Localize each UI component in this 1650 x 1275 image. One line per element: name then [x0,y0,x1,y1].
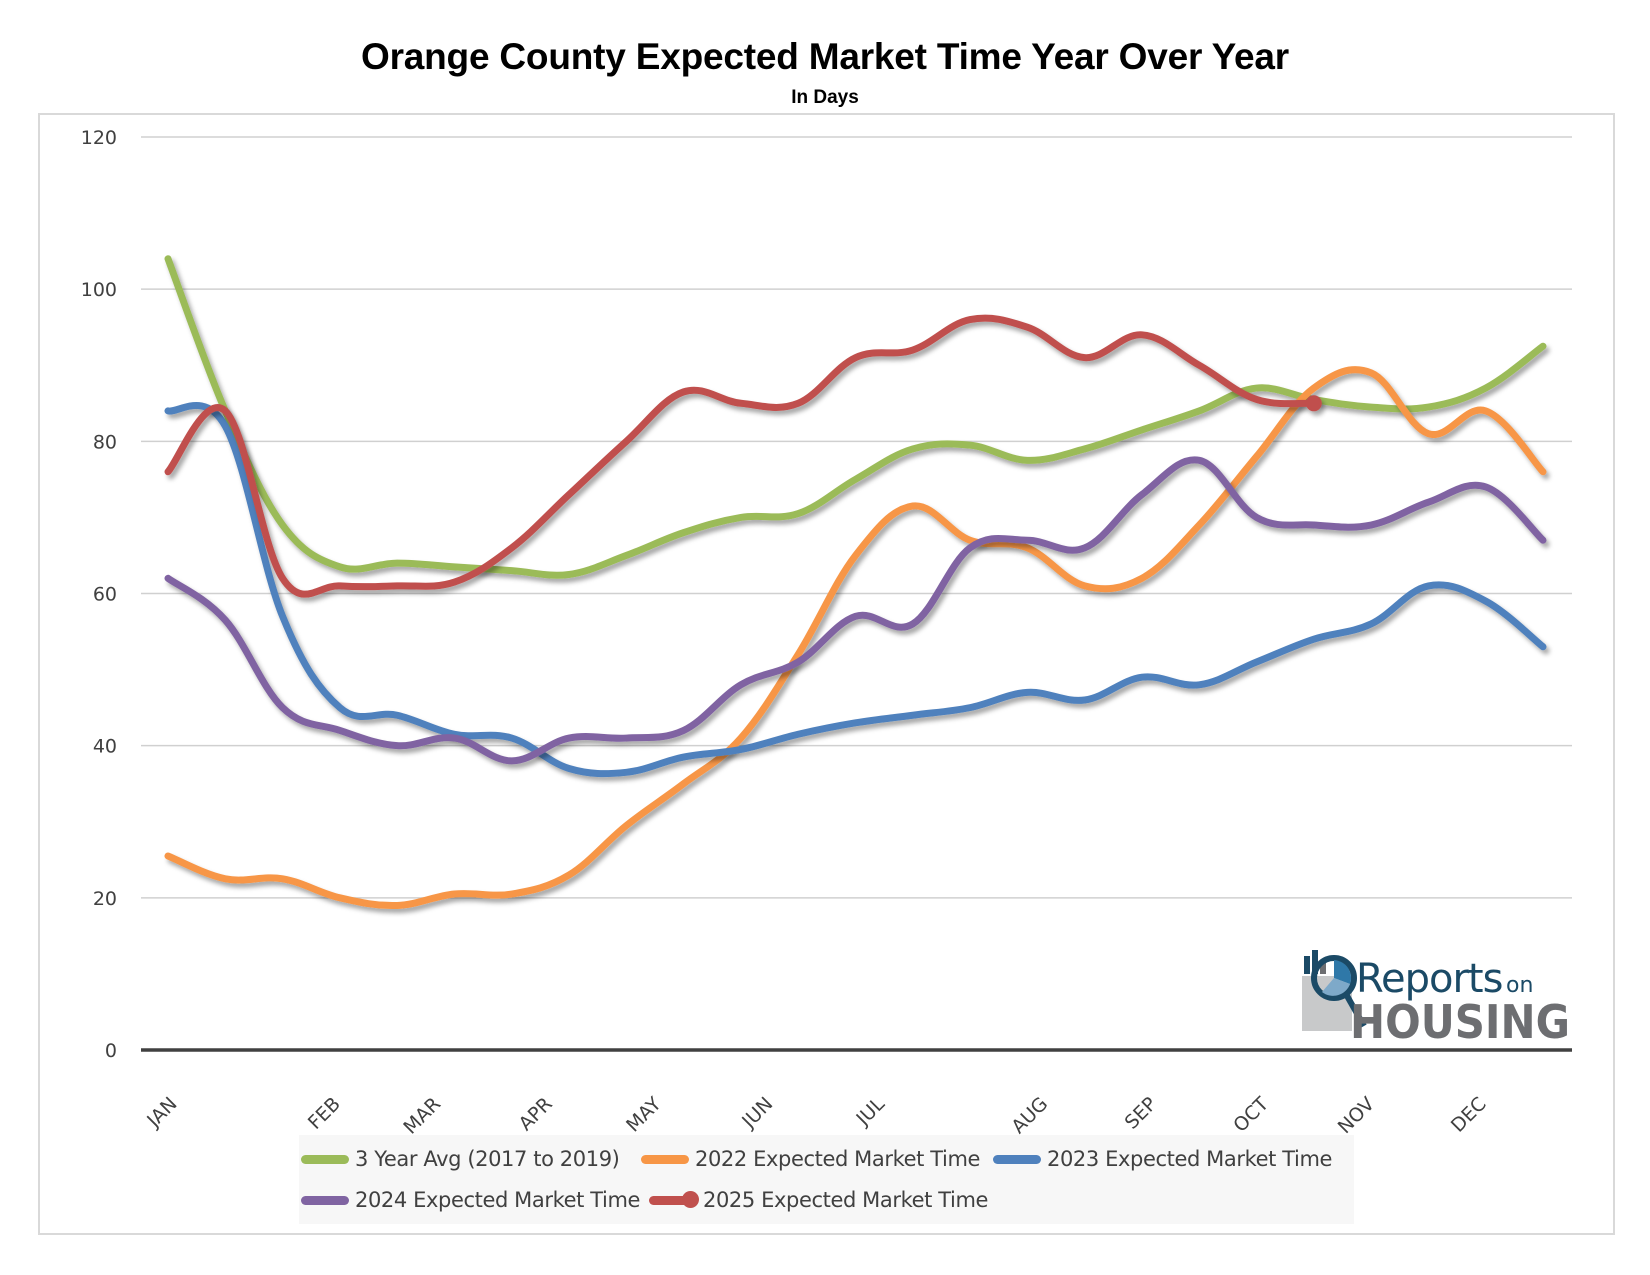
legend-label: 2024 Expected Market Time [355,1188,641,1212]
chart-title: Orange County Expected Market Time Year … [361,36,1289,77]
legend-label: 3 Year Avg (2017 to 2019) [355,1147,620,1171]
series-line [164,456,1547,765]
magnifier-icon [1311,955,1357,1001]
series-1 [164,366,1547,910]
series-end-marker [1305,395,1322,412]
logo-text-reports: Reports [1356,956,1502,1002]
y-tick-label: 60 [93,584,117,606]
series-lines [164,255,1547,910]
chart-subtitle: In Days [791,87,859,108]
chart-legend: 3 Year Avg (2017 to 2019) 2022 Expected M… [299,1135,1354,1224]
legend-marker-icon [682,1190,699,1208]
legend-label: 2025 Expected Market Time [703,1188,989,1212]
series-line [164,366,1547,910]
legend-swatch-icon [301,1154,349,1164]
logo-pie-slice [1334,960,1352,984]
legend-swatch-icon [641,1154,689,1164]
x-tick-label: MAR [399,1093,445,1139]
x-tick-label: FEB [304,1093,345,1134]
magnifier-handle [1343,992,1367,1028]
x-tick-label: NOV [1334,1093,1379,1138]
y-tick-label: 80 [93,431,117,453]
logo-bar [1312,950,1318,974]
series-line [164,402,1547,778]
logo-bar [1304,956,1310,974]
series-line [164,314,1318,598]
x-tick-label: APR [515,1093,557,1135]
legend-item: 2022 Expected Market Time [641,1147,980,1171]
chart-frame [38,113,1615,1235]
x-tick-label: JAN [142,1093,181,1132]
y-tick-label: 120 [81,127,117,149]
reports-on-housing-logo: Reports on HOUSING [1302,946,1572,1049]
y-tick-label: 20 [93,888,117,910]
y-tick-label: 40 [93,736,117,758]
x-tick-label: JUL [852,1093,890,1131]
legend-label: 2023 Expected Market Time [1047,1147,1333,1171]
legend-swatch-icon [649,1190,699,1208]
x-tick-label: AUG [1007,1093,1052,1138]
legend-swatch-icon [993,1154,1041,1164]
logo-bar [1320,960,1326,974]
x-tick-label: SEP [1121,1093,1162,1134]
legend-item: 2024 Expected Market Time [301,1188,640,1212]
x-tick-label: DEC [1447,1093,1491,1137]
series-4 [164,314,1322,598]
legend-swatch-icon [301,1195,349,1205]
x-tick-label: MAY [622,1093,666,1137]
series-3 [164,456,1547,765]
gridlines [141,136,1572,899]
logo-pie-slice [1322,978,1350,996]
y-axis-ticks: 0 20 40 60 80 100 120 [81,127,117,1062]
x-tick-label: JUN [737,1093,777,1133]
series-2 [164,402,1547,778]
logo-text-on: on [1506,973,1533,998]
x-axis-ticks: JAN FEB MAR APR MAY JUN JUL AUG SEP OCT NOV DEC [142,1093,1490,1139]
legend-item: 3 Year Avg (2017 to 2019) [301,1147,620,1171]
legend-label: 2022 Expected Market Time [695,1147,981,1171]
logo-text-housing: HOUSING [1350,995,1570,1046]
y-tick-label: 100 [81,279,117,301]
legend-item: 2023 Expected Market Time [993,1147,1332,1171]
x-tick-label: OCT [1229,1093,1273,1137]
legend-item: 2025 Expected Market Time [649,1188,988,1212]
y-tick-label: 0 [105,1040,117,1062]
